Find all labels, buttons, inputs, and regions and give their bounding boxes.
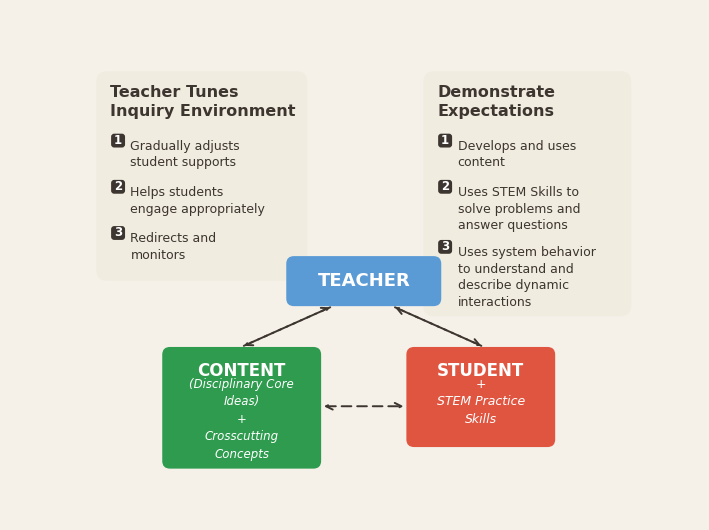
Text: Gradually adjusts
student supports: Gradually adjusts student supports: [130, 140, 240, 169]
Text: +
STEM Practice
Skills: + STEM Practice Skills: [437, 378, 525, 426]
Text: 3: 3: [114, 226, 122, 240]
FancyBboxPatch shape: [111, 180, 125, 194]
Text: Develops and uses
content: Develops and uses content: [457, 140, 576, 169]
FancyBboxPatch shape: [406, 347, 555, 447]
FancyBboxPatch shape: [438, 180, 452, 194]
FancyBboxPatch shape: [438, 240, 452, 254]
FancyBboxPatch shape: [111, 226, 125, 240]
Text: STUDENT: STUDENT: [437, 363, 525, 381]
Text: Teacher Tunes
Inquiry Environment: Teacher Tunes Inquiry Environment: [111, 85, 296, 119]
Text: 3: 3: [441, 241, 450, 253]
Text: 1: 1: [441, 134, 450, 147]
Text: Helps students
engage appropriately: Helps students engage appropriately: [130, 186, 265, 216]
FancyBboxPatch shape: [111, 134, 125, 147]
FancyBboxPatch shape: [423, 72, 631, 316]
Text: CONTENT: CONTENT: [198, 363, 286, 381]
Text: Demonstrate
Expectations: Demonstrate Expectations: [437, 85, 555, 119]
Text: Uses STEM Skills to
solve problems and
answer questions: Uses STEM Skills to solve problems and a…: [457, 186, 580, 232]
Text: TEACHER: TEACHER: [318, 272, 410, 290]
Text: Uses system behavior
to understand and
describe dynamic
interactions: Uses system behavior to understand and d…: [457, 246, 596, 308]
Text: (Disciplinary Core
Ideas)
+
Crosscutting
Concepts: (Disciplinary Core Ideas) + Crosscutting…: [189, 378, 294, 461]
FancyBboxPatch shape: [96, 72, 307, 281]
FancyBboxPatch shape: [438, 134, 452, 147]
Text: 2: 2: [114, 180, 122, 193]
FancyBboxPatch shape: [162, 347, 321, 469]
FancyBboxPatch shape: [286, 256, 441, 306]
Text: Redirects and
monitors: Redirects and monitors: [130, 232, 217, 262]
Text: 2: 2: [441, 180, 450, 193]
Text: 1: 1: [114, 134, 122, 147]
